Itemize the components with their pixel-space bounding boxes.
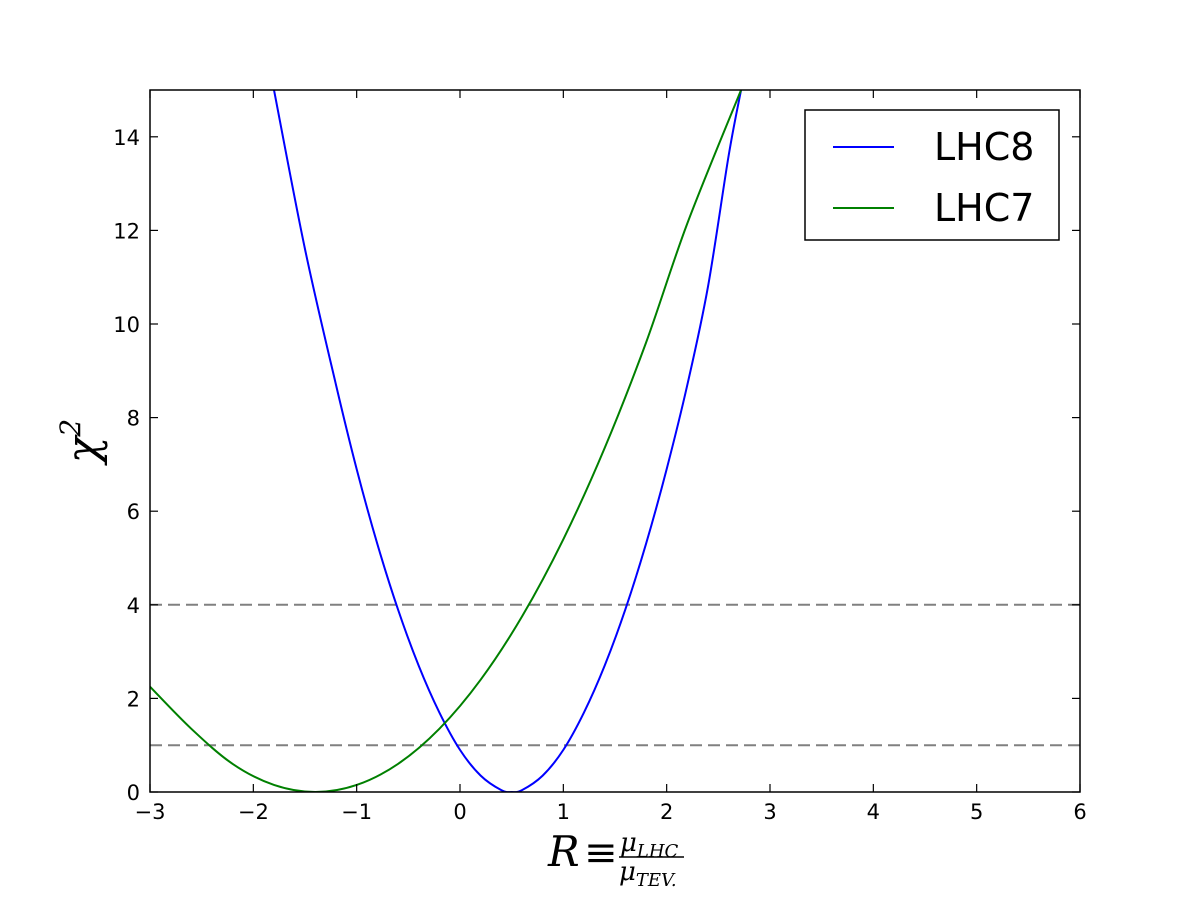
x-axis-label: R ≡ μLHC μTEV.: [547, 827, 684, 891]
x-axis-label-den: μ: [619, 857, 636, 887]
reference-lines: [150, 603, 1080, 747]
y-tick-label: 2: [127, 687, 140, 711]
y-tick-label: 14: [113, 126, 140, 150]
x-tick-label: −3: [135, 800, 166, 824]
x-tick-label: 3: [763, 800, 776, 824]
x-tick-label: −1: [341, 800, 372, 824]
y-tick-label: 6: [127, 500, 140, 524]
svg-text:μTEV.: μTEV.: [619, 857, 677, 891]
legend-label-lhc8: LHC8: [934, 125, 1034, 169]
x-tick-label: 4: [867, 800, 880, 824]
series-lines: [150, 90, 743, 792]
y-axis-label: χ2: [54, 419, 109, 467]
y-tick-label: 4: [127, 594, 140, 618]
x-axis-label-equiv: ≡: [584, 830, 618, 876]
x-tick-label: 2: [660, 800, 673, 824]
y-axis-ticks: 0 2 4 6 8 10 12 14: [113, 126, 1080, 805]
legend-box: [804, 109, 1060, 241]
series-line-lhc8: [273, 90, 743, 792]
plot-frame: [149, 89, 1081, 793]
x-axis-label-main: R: [547, 827, 580, 876]
y-tick-label: 12: [113, 219, 140, 243]
y-axis-label-sup: 2: [54, 419, 87, 438]
x-tick-label: 0: [453, 800, 466, 824]
x-axis-ticks: −3 −2 −1 0 1 2 3 4 5 6: [135, 90, 1087, 824]
svg-text:χ2: χ2: [54, 419, 109, 467]
x-tick-label: 6: [1073, 800, 1086, 824]
x-tick-label: 1: [557, 800, 570, 824]
y-tick-label: 10: [113, 313, 140, 337]
x-axis-label-den-sub: TEV.: [636, 870, 677, 891]
x-tick-label: −2: [238, 800, 269, 824]
y-axis-label-main: χ: [58, 434, 109, 466]
x-tick-label: 5: [970, 800, 983, 824]
y-tick-label: 0: [127, 781, 140, 805]
x-axis-label-num: μ: [620, 828, 637, 858]
legend-label-lhc7: LHC7: [934, 186, 1034, 230]
series-line-lhc7: [150, 90, 742, 792]
x-axis-label-num-sub: LHC: [636, 841, 679, 862]
legend: LHC8 LHC7: [804, 109, 1060, 241]
y-tick-label: 8: [127, 407, 140, 431]
